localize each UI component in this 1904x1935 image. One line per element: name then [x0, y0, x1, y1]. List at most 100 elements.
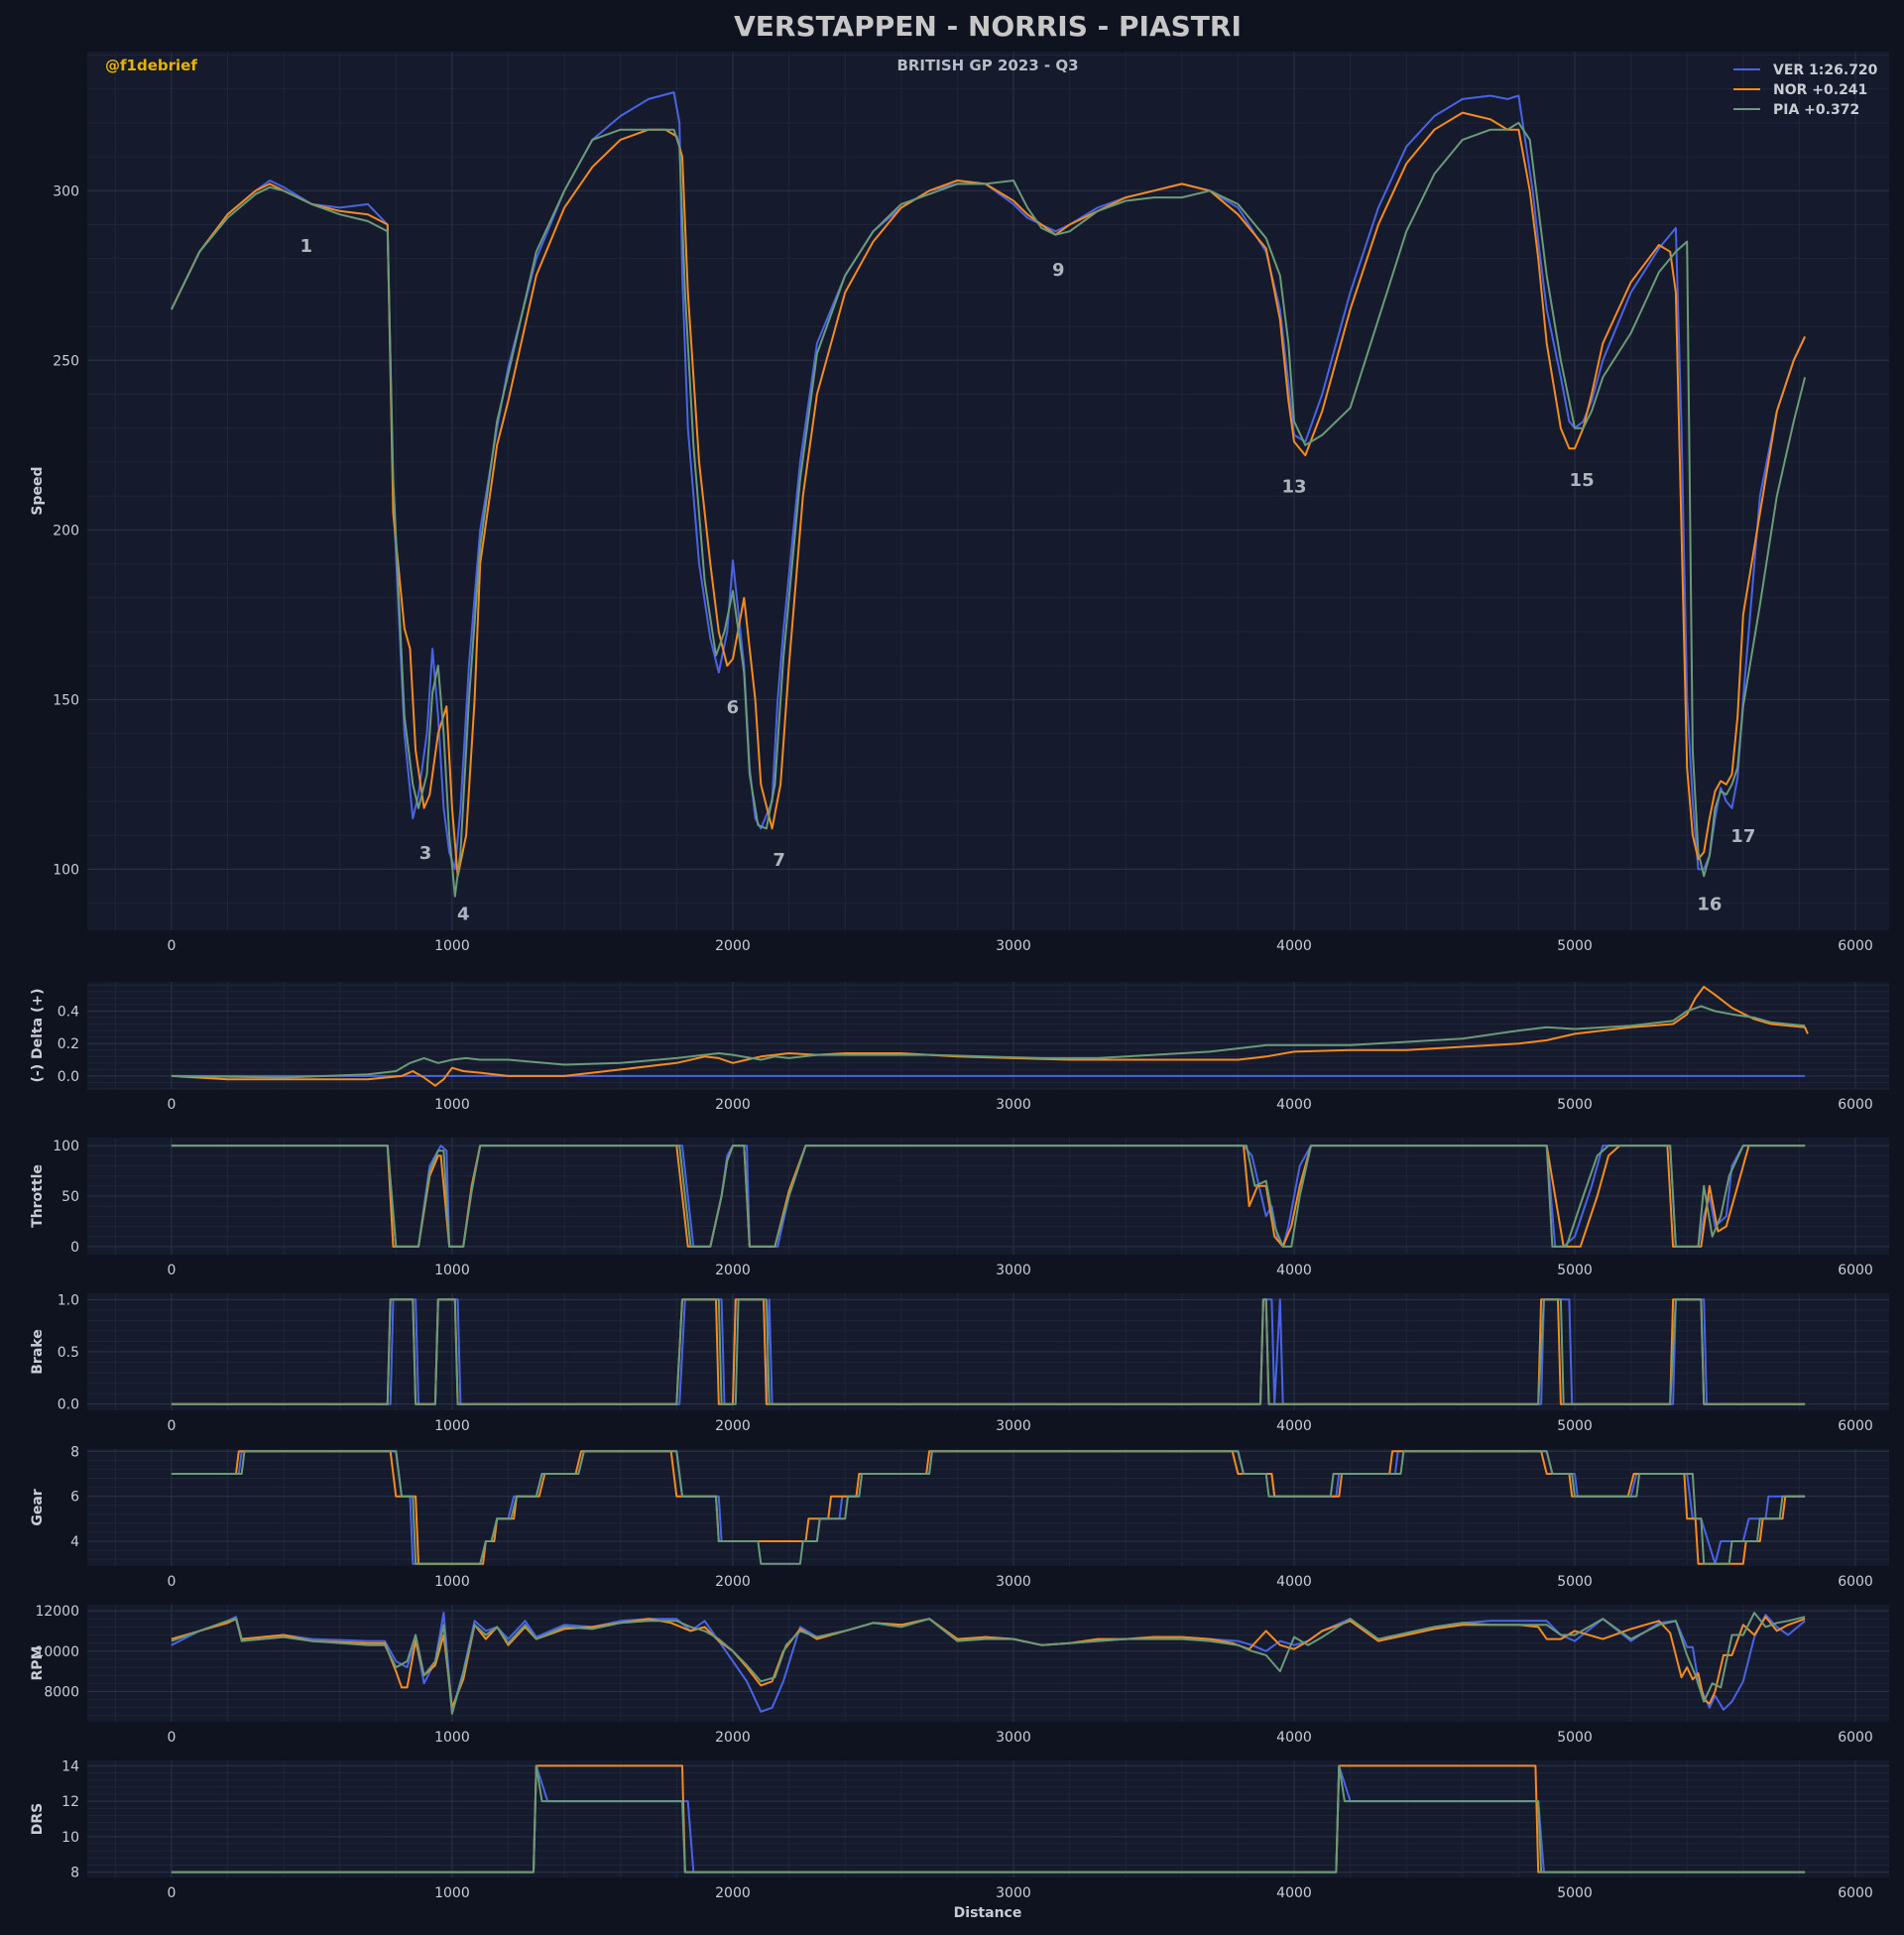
- speed-line-pia: [171, 121, 1807, 898]
- gear-x-tick-label: 6000: [1838, 1574, 1873, 1590]
- drs-y-tick-label: 14: [61, 1758, 79, 1774]
- speed-x-tick-label: 6000: [1838, 938, 1873, 954]
- delta-x-tick-label: 4000: [1276, 1097, 1312, 1113]
- brake-x-tick-label: 6000: [1838, 1418, 1873, 1434]
- panel-delta: 0.0 0.2 0.4 0 1000 2000 3000 4000 5000 6000 (-) De…: [30, 982, 1889, 1113]
- speed-y-axis-label: Speed: [30, 466, 46, 515]
- rpm-x-tick-label: 1000: [434, 1730, 470, 1746]
- throttle-y-axis-label: Throttle: [30, 1164, 46, 1228]
- gear-y-tick-label: 8: [70, 1444, 79, 1460]
- chart-subtitle: BRITISH GP 2023 - Q3: [896, 57, 1078, 74]
- speed-y-tick-label: 300: [53, 183, 79, 199]
- speed-x-tick-label: 4000: [1276, 938, 1312, 954]
- speed-x-tick-label: 3000: [996, 938, 1031, 954]
- throttle-x-tick-label: 0: [167, 1263, 176, 1278]
- gear-x-tick-label: 1000: [434, 1574, 470, 1590]
- rpm-y-tick-label: 8000: [44, 1684, 79, 1700]
- delta-y-tick-label: 0.4: [58, 1004, 79, 1020]
- delta-y-axis-label: (-) Delta (+): [30, 989, 46, 1083]
- chart-title: VERSTAPPEN - NORRIS - PIASTRI: [734, 10, 1242, 43]
- brake-x-tick-label: 0: [167, 1418, 176, 1434]
- rpm-x-tick-label: 0: [167, 1730, 176, 1746]
- gear-x-tick-label: 0: [167, 1574, 176, 1590]
- delta-x-tick-label: 1000: [434, 1097, 470, 1113]
- corner-label: 6: [727, 697, 740, 718]
- speed-x-tick-label: 1000: [434, 938, 470, 954]
- drs-x-tick-label: 4000: [1276, 1885, 1312, 1901]
- drs-y-axis-label: DRS: [30, 1803, 46, 1835]
- gear-plot-area: [87, 1449, 1889, 1566]
- drs-x-tick-label: 0: [167, 1885, 176, 1901]
- panel-drs: 8 10 12 14 0 1000 2000 3000 4000 5000 6000 DRS: [30, 1758, 1889, 1901]
- brake-x-tick-label: 1000: [434, 1418, 470, 1434]
- brake-y-tick-label: 0.5: [58, 1345, 79, 1361]
- gear-x-tick-label: 4000: [1276, 1574, 1312, 1590]
- drs-plot-area: [87, 1760, 1889, 1877]
- throttle-x-tick-label: 4000: [1276, 1263, 1312, 1278]
- rpm-y-tick-label: 10000: [35, 1644, 79, 1660]
- speed-y-tick-label: 150: [53, 692, 79, 708]
- panel-rpm: 8000 10000 12000 0 1000 2000 3000 4000 5000 6000 R…: [30, 1604, 1889, 1746]
- brake-x-tick-label: 5000: [1557, 1418, 1593, 1434]
- delta-x-tick-label: 6000: [1838, 1097, 1873, 1113]
- drs-y-tick-label: 8: [70, 1866, 79, 1881]
- speed-y-tick-label: 100: [53, 862, 79, 878]
- corner-label: 7: [773, 850, 785, 871]
- speed-x-tick-label: 2000: [715, 938, 751, 954]
- brake-x-tick-label: 2000: [715, 1418, 751, 1434]
- drs-x-tick-label: 3000: [996, 1885, 1031, 1901]
- legend-entry-pia: PIA +0.372: [1773, 102, 1859, 118]
- delta-x-tick-label: 2000: [715, 1097, 751, 1113]
- delta-line-pia: [171, 1005, 1806, 1079]
- delta-x-tick-label: 0: [167, 1097, 176, 1113]
- brake-x-tick-label: 4000: [1276, 1418, 1312, 1434]
- gear-line-nor: [171, 1450, 1806, 1565]
- x-axis-label: Distance: [954, 1905, 1022, 1921]
- drs-y-tick-label: 12: [61, 1794, 79, 1810]
- throttle-y-tick-label: 0: [70, 1240, 79, 1256]
- speed-plot-area: [87, 52, 1889, 930]
- rpm-x-tick-label: 3000: [996, 1730, 1031, 1746]
- gear-x-tick-label: 2000: [715, 1574, 751, 1590]
- throttle-x-tick-label: 3000: [996, 1263, 1031, 1278]
- corner-label: 3: [419, 843, 432, 864]
- corner-label: 16: [1697, 894, 1722, 914]
- rpm-y-axis-label: RPM: [30, 1646, 46, 1681]
- gear-y-tick-label: 6: [70, 1490, 79, 1506]
- rpm-y-tick-label: 12000: [35, 1604, 79, 1620]
- rpm-line-pia: [171, 1612, 1806, 1715]
- speed-line-nor: [171, 111, 1807, 878]
- gear-y-tick-label: 4: [70, 1534, 79, 1550]
- rpm-x-tick-label: 4000: [1276, 1730, 1312, 1746]
- corner-label: 13: [1281, 477, 1306, 498]
- rpm-x-tick-label: 2000: [715, 1730, 751, 1746]
- gear-x-tick-label: 3000: [996, 1574, 1031, 1590]
- drs-line-pia: [171, 1764, 1806, 1874]
- brake-y-axis-label: Brake: [30, 1329, 46, 1374]
- rpm-x-tick-label: 5000: [1557, 1730, 1593, 1746]
- throttle-y-tick-label: 100: [53, 1139, 79, 1154]
- throttle-x-tick-label: 1000: [434, 1263, 470, 1278]
- corner-label: 9: [1052, 260, 1065, 281]
- drs-x-tick-label: 6000: [1838, 1885, 1873, 1901]
- watermark: @f1debrief: [105, 57, 197, 74]
- corner-label: 17: [1730, 826, 1755, 847]
- speed-y-tick-label: 200: [53, 523, 79, 539]
- rpm-plot-area: [87, 1605, 1889, 1722]
- corner-label: 4: [457, 905, 470, 925]
- legend-entry-ver: VER 1:26.720: [1773, 62, 1878, 78]
- corner-label: 1: [299, 236, 312, 257]
- throttle-y-tick-label: 50: [61, 1189, 79, 1205]
- brake-x-tick-label: 3000: [996, 1418, 1031, 1434]
- gear-line-pia: [171, 1450, 1806, 1565]
- brake-line-pia: [171, 1298, 1806, 1405]
- legend-entry-nor: NOR +0.241: [1773, 82, 1867, 98]
- throttle-line-pia: [171, 1145, 1806, 1248]
- corner-label: 15: [1570, 470, 1595, 491]
- delta-y-tick-label: 0.2: [58, 1036, 79, 1052]
- drs-y-tick-label: 10: [61, 1830, 79, 1846]
- drs-x-tick-label: 1000: [434, 1885, 470, 1901]
